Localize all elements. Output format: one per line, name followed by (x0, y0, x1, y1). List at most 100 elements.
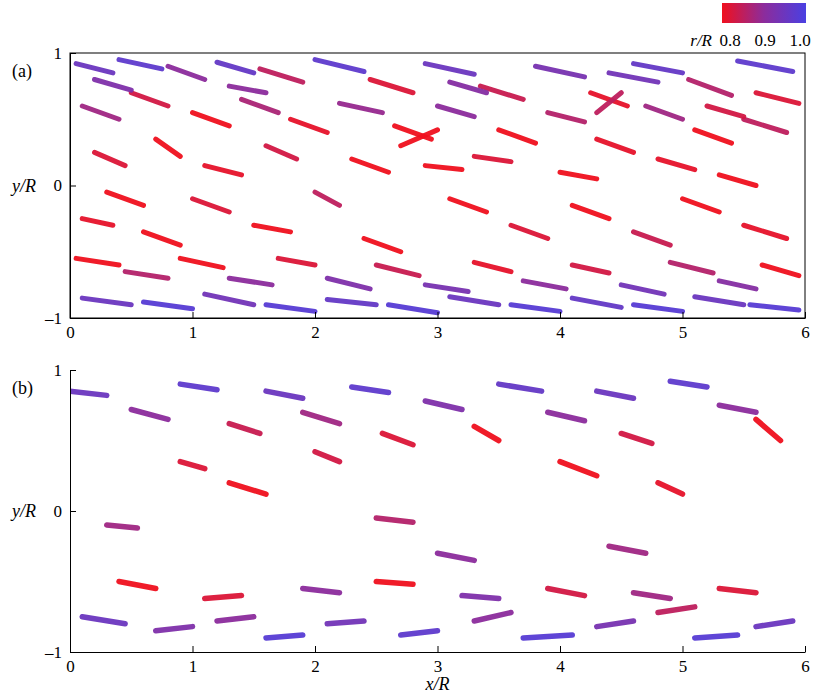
vortex-structure (401, 631, 438, 635)
vortex-structure (750, 305, 799, 310)
vortex-structure (156, 139, 181, 156)
panel: 0123456–101(b)y/Rx/R (10, 361, 810, 694)
vortex-structure (646, 106, 683, 119)
tick-mark (70, 511, 76, 512)
vortex-structure (229, 424, 260, 434)
vortex-structure (621, 285, 664, 294)
vortex-structure (376, 582, 413, 585)
panel-label: (a) (12, 61, 32, 82)
vortex-structure (738, 61, 793, 72)
vortex-structure (425, 401, 462, 409)
vortex-structure (229, 483, 266, 494)
vortex-structure (119, 60, 162, 69)
vortex-structure (597, 621, 634, 627)
vortex-structure (254, 225, 291, 232)
tick-label: 1 (54, 361, 63, 380)
tick-label: 6 (801, 657, 810, 676)
vortex-structure (744, 225, 787, 238)
colorbar-label: r/R (690, 31, 712, 50)
tick: 2 (311, 646, 320, 676)
vortex-structure (131, 409, 168, 419)
tick-mark (560, 312, 561, 318)
tick-label: 1 (54, 44, 63, 63)
vortex-structure (327, 299, 376, 304)
tick-mark (560, 646, 561, 652)
vortex-structure (658, 607, 695, 613)
vortex-structure (229, 86, 266, 93)
vortex-structure (548, 113, 585, 122)
tick-label: –1 (44, 643, 62, 662)
vortex-structure (278, 258, 315, 265)
vortex-structure (107, 525, 138, 528)
vortex-structure (180, 384, 217, 390)
tick: 1 (189, 312, 198, 342)
tick-label: 2 (311, 657, 320, 676)
tick-mark (805, 312, 806, 318)
vortex-structure (303, 589, 340, 593)
vortex-structure (719, 281, 756, 289)
tick: 4 (556, 312, 565, 342)
vortex-structure (82, 617, 125, 624)
vortex-structure (756, 621, 793, 627)
vortex-structure (144, 232, 181, 245)
colorbar-tick-label: 0.8 (719, 31, 740, 50)
vortex-structure (670, 262, 713, 273)
vortex-structure (242, 99, 279, 112)
vortex-structure (425, 64, 474, 75)
tick-label: 6 (801, 323, 810, 342)
vortex-structure (450, 82, 487, 93)
tick-mark (193, 646, 194, 652)
vortex-structure (266, 146, 297, 159)
vortex-structure (634, 593, 671, 599)
tick-mark (70, 370, 76, 371)
vortex-structure (499, 384, 542, 391)
vortex-structure (536, 66, 585, 77)
axis-line (71, 318, 806, 319)
vortex-structure (401, 130, 438, 146)
tick: –1 (44, 643, 76, 662)
vortex-structure (376, 265, 419, 276)
vortex-structure (229, 278, 272, 285)
vortex-structure (327, 278, 370, 289)
figure: 0.80.91.0r/R0123456–101(a)y/R0123456–101… (0, 0, 816, 694)
vortex-structure (389, 305, 438, 313)
tick-mark (315, 646, 316, 652)
tick: 0 (54, 176, 77, 195)
tick-mark (438, 646, 439, 652)
tick-label: 2 (311, 323, 320, 342)
tick: 1 (54, 44, 77, 63)
tick-mark (438, 312, 439, 318)
vortex-structure (125, 272, 168, 279)
tick-mark (70, 53, 76, 54)
vortex-structure (76, 258, 119, 265)
vortex-structure (168, 66, 205, 79)
vortex-structure (499, 130, 536, 143)
vortex-structure (474, 156, 511, 161)
structures (70, 381, 793, 638)
tick: 5 (679, 312, 688, 342)
vortex-structure (670, 381, 707, 387)
tick-label: 1 (189, 657, 198, 676)
vortex-structure (572, 205, 609, 218)
tick-mark (315, 312, 316, 318)
vortex-structure (695, 635, 738, 638)
vortex-structure (560, 462, 597, 476)
tick-label: 4 (556, 323, 565, 342)
vortex-structure (658, 483, 683, 494)
vortex-structure (695, 130, 732, 143)
vortex-structure (548, 412, 585, 420)
vortex-structure (156, 627, 193, 631)
vortex-structure (370, 80, 413, 93)
panel-label: (b) (12, 378, 33, 399)
vortex-structure (756, 419, 781, 440)
tick: –1 (44, 309, 76, 328)
vortex-structure (634, 305, 683, 312)
tick-mark (70, 318, 76, 319)
tick: 0 (54, 502, 77, 521)
vortex-structure (340, 103, 383, 112)
vortex-structure (217, 617, 254, 621)
vortex-structure (193, 199, 230, 212)
tick-label: 1 (189, 323, 198, 342)
vortex-structure (352, 387, 389, 393)
vortex-structure (548, 589, 585, 596)
